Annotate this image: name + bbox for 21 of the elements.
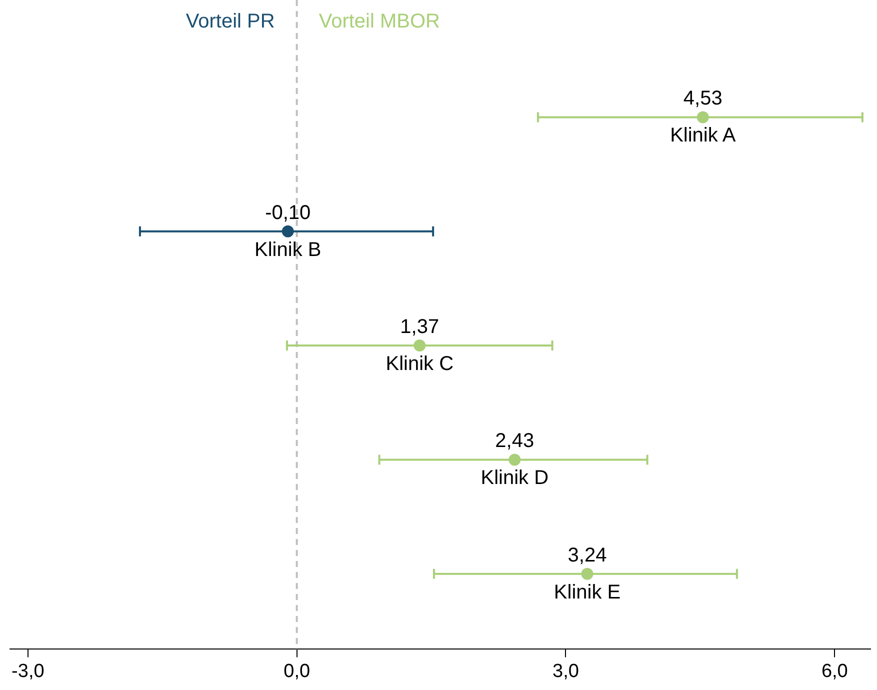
point <box>414 340 426 352</box>
series-label: Klinik B <box>254 238 322 261</box>
data-label: 4,53 <box>683 88 722 110</box>
x-tick-label: 3,0 <box>552 660 579 682</box>
series-label: Klinik E <box>554 581 621 604</box>
series-label: Klinik A <box>670 124 736 147</box>
point <box>696 111 709 124</box>
data-label: 1,37 <box>400 316 440 338</box>
data-label: 3,24 <box>568 544 607 566</box>
point <box>282 225 294 238</box>
x-tick-label: -3,0 <box>12 660 44 682</box>
x-tick-label: 6,0 <box>821 660 848 682</box>
point <box>508 454 521 466</box>
data-label: 2,43 <box>495 430 534 452</box>
annotation: Vorteil MBOR <box>318 10 440 33</box>
x-tick-label: 0,0 <box>284 660 310 682</box>
annotation: Vorteil PR <box>186 10 275 33</box>
data-label: -0,10 <box>265 202 311 224</box>
series-label: Klinik D <box>480 467 549 490</box>
series-label: Klinik C <box>386 353 454 376</box>
point <box>581 568 594 580</box>
